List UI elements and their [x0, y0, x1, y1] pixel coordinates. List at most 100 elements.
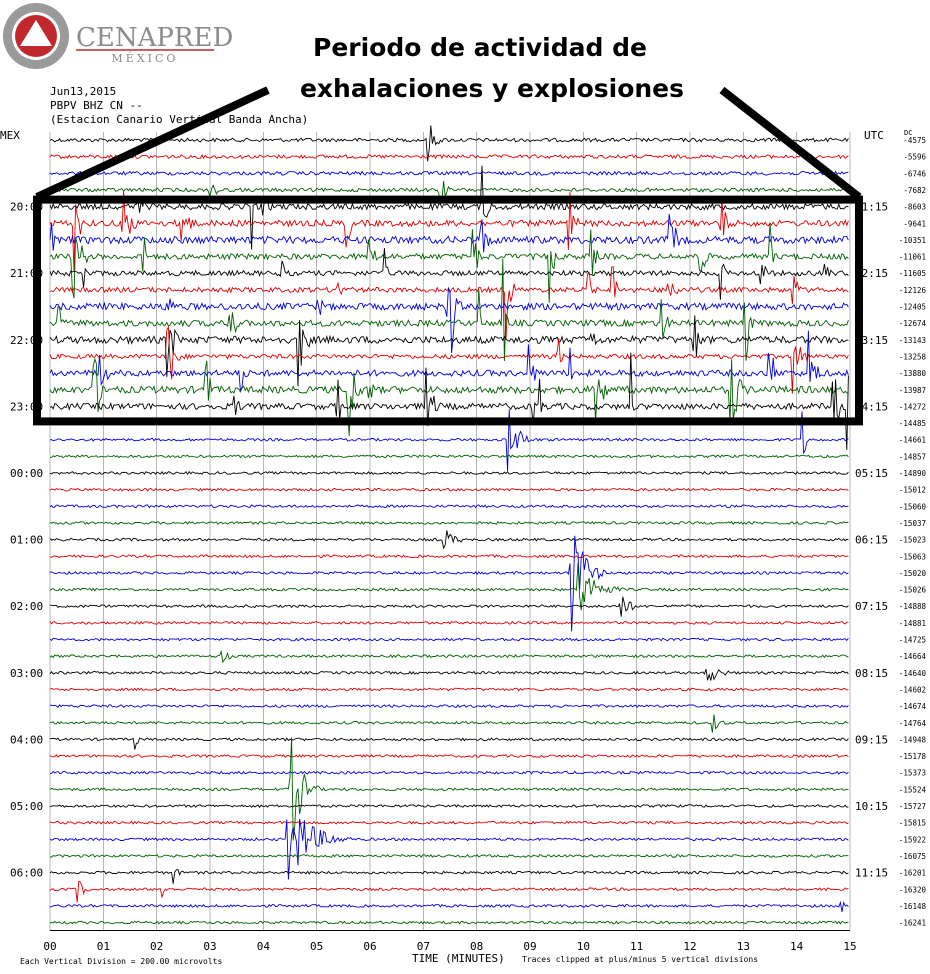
header-station: (Estacion Canario Vertical Banda Ancha) — [50, 113, 308, 126]
left-time-label: 03:00 — [10, 667, 43, 680]
trace-line — [49, 409, 849, 472]
dc-offset-label: -5596 — [903, 153, 926, 162]
trace-line — [50, 770, 849, 775]
logo-triangle-icon — [20, 20, 52, 46]
trace-line — [49, 554, 849, 559]
dc-offset-label: -14888 — [899, 602, 927, 611]
trace-line — [49, 869, 849, 884]
dc-offset-label: -13143 — [899, 336, 926, 345]
left-time-label: 00:00 — [10, 467, 43, 480]
dc-offset-label: -16201 — [899, 869, 926, 878]
dc-offset-label: -14674 — [899, 702, 927, 711]
trace-line — [49, 125, 849, 162]
x-tick-label: 06 — [363, 940, 376, 953]
dc-offset-label: -6746 — [903, 169, 926, 178]
dc-offset-label: -10351 — [899, 236, 926, 245]
dc-offset-label: -14640 — [899, 669, 927, 678]
dc-offset-labels: -4575 -5596 -6746 -7682 -8603 -9641 -10351 -110… — [899, 136, 927, 928]
trace-line — [49, 920, 849, 925]
trace-line — [49, 504, 849, 509]
dc-offset-label: -14602 — [899, 685, 926, 694]
dc-offset-label: -9641 — [903, 219, 926, 228]
traces — [49, 125, 849, 925]
right-time-labels: 01:15 02:15 03:15 04:15 05:15 06:15 07:15 08:15… — [855, 201, 888, 880]
dc-offset-label: -13258 — [899, 352, 927, 361]
trace-line — [49, 470, 849, 476]
annotation-line-1: Periodo de actividad de — [313, 33, 647, 62]
trace-line — [49, 687, 849, 692]
dc-offset-label: -15012 — [899, 486, 926, 495]
trace-line — [49, 214, 849, 253]
x-tick-label: 13 — [737, 940, 750, 953]
dc-offset-label: -14948 — [899, 735, 927, 744]
trace-line — [49, 520, 849, 526]
dc-offset-label: -12405 — [899, 303, 926, 312]
trace-line — [49, 258, 849, 362]
trace-line — [49, 620, 849, 625]
trace-line — [49, 170, 849, 177]
callout-line-left — [35, 86, 270, 201]
dc-offset-label: -12674 — [899, 319, 927, 328]
dc-offset-label: -12126 — [899, 286, 927, 295]
trace-line — [49, 530, 849, 550]
x-tick-label: 10 — [577, 940, 590, 953]
right-time-label: 09:15 — [855, 733, 888, 746]
dc-offset-label: -15023 — [899, 536, 926, 545]
right-time-label: 01:15 — [855, 201, 888, 214]
dc-offset-label: -15524 — [899, 785, 927, 794]
dc-offset-label: -8603 — [903, 203, 926, 212]
trace-line — [49, 181, 849, 206]
right-zone-label: UTC — [864, 129, 884, 142]
dc-offset-label: -4575 — [903, 136, 926, 145]
dc-offset-label: -14485 — [899, 419, 926, 428]
dc-offset-label: -14725 — [899, 636, 926, 645]
dc-offset-label: -14664 — [899, 652, 927, 661]
x-tick-label: 01 — [97, 940, 110, 953]
right-time-label: 08:15 — [855, 667, 888, 680]
x-tick-label: 05 — [310, 940, 323, 953]
logo-subtitle: MÉXICO — [112, 51, 179, 65]
trace-line — [49, 562, 849, 611]
trace-line — [49, 315, 849, 387]
trace-line — [49, 880, 849, 903]
x-tick-label: 08 — [470, 940, 483, 953]
right-time-label: 05:15 — [855, 467, 888, 480]
trace-line — [49, 330, 849, 393]
x-tick-label: 07 — [417, 940, 430, 953]
left-time-label: 06:00 — [10, 867, 43, 880]
right-time-label: 07:15 — [855, 600, 888, 613]
dc-offset-label: -15020 — [899, 569, 927, 578]
left-time-label: 01:00 — [10, 534, 43, 547]
right-time-label: 04:15 — [855, 400, 888, 413]
dc-offset-label: -15178 — [899, 752, 927, 761]
x-tick-label: 04 — [257, 940, 271, 953]
trace-line — [49, 153, 849, 160]
left-time-label: 05:00 — [10, 800, 43, 813]
dc-offset-label: -16320 — [899, 885, 927, 894]
trace-line — [49, 714, 849, 733]
logo-name: CENAPRED — [76, 23, 233, 53]
trace-line — [49, 223, 849, 303]
trace-line — [49, 454, 849, 459]
dc-offset-label: -16241 — [899, 919, 926, 928]
trace-line — [49, 637, 849, 642]
dc-offset-label: -15026 — [899, 586, 927, 595]
x-tick-label: 03 — [203, 940, 216, 953]
x-tick-label: 09 — [523, 940, 536, 953]
cenapred-logo: CENAPRED MÉXICO — [3, 3, 233, 69]
left-zone-label: MEX — [0, 129, 20, 142]
dc-offset-label: -15037 — [899, 519, 926, 528]
footer-division: Each Vertical Division = 200.00 microvol… — [20, 957, 222, 966]
trace-line — [49, 820, 849, 825]
trace-line — [49, 535, 849, 632]
grid — [49, 132, 851, 932]
callout-line-right — [719, 86, 862, 201]
dc-offset-label: -14890 — [899, 469, 927, 478]
dc-offset-label: -15373 — [899, 769, 926, 778]
trace-line — [49, 265, 849, 340]
trace-line — [49, 804, 849, 809]
x-tick-label: 14 — [790, 940, 804, 953]
trace-line — [49, 737, 849, 841]
right-time-label: 02:15 — [855, 267, 888, 280]
